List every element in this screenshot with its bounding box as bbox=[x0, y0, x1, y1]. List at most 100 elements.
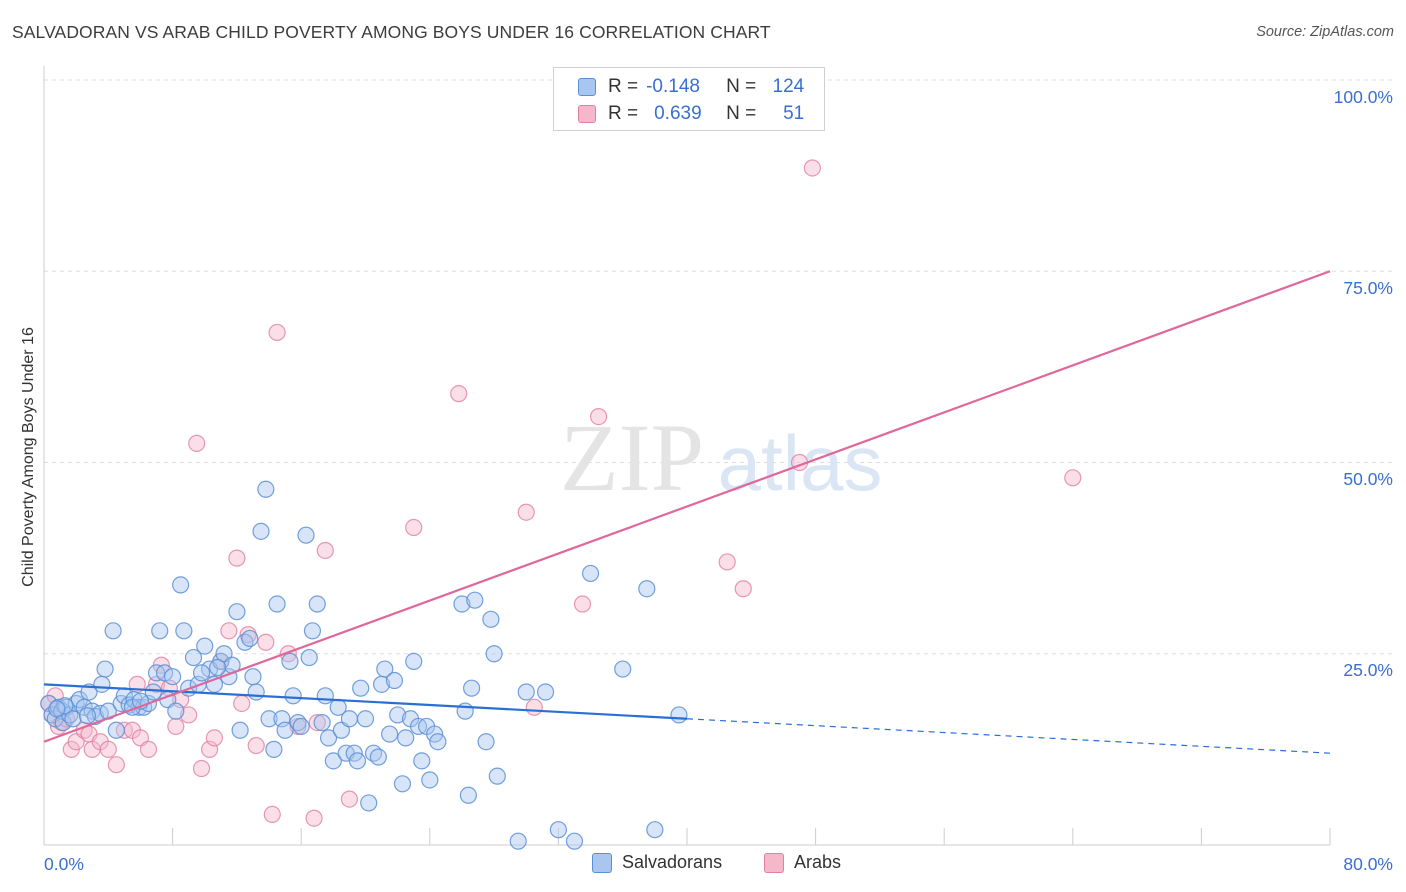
salvadoran-point bbox=[268, 595, 286, 613]
salvadoran-point bbox=[485, 645, 503, 663]
arab-point bbox=[99, 740, 117, 758]
salvadoran-point bbox=[281, 652, 299, 671]
salvadoran-point bbox=[453, 595, 471, 613]
arab-point bbox=[167, 717, 185, 736]
salvadoran-point bbox=[536, 683, 555, 701]
arab-point bbox=[525, 698, 543, 716]
salvadoran-point bbox=[175, 622, 193, 640]
source-label: Source: ZipAtlas.com bbox=[1256, 24, 1394, 40]
salvadoran-point bbox=[107, 721, 125, 739]
legend-r-value: 0.639 bbox=[654, 103, 702, 124]
arab-point bbox=[734, 580, 752, 598]
arab-point bbox=[228, 549, 246, 567]
arab-point bbox=[247, 736, 265, 755]
salvadoran-point bbox=[482, 610, 500, 628]
salvadoran-point bbox=[462, 679, 481, 697]
arab-point bbox=[268, 323, 286, 342]
salvadoran-point bbox=[477, 733, 495, 751]
legend-swatch-blue bbox=[578, 78, 596, 96]
arab-point bbox=[405, 518, 423, 537]
x-tick-label: 0.0% bbox=[44, 854, 84, 874]
y-tick-label: 75.0% bbox=[1343, 278, 1393, 298]
y-tick-label: 100.0% bbox=[1334, 87, 1393, 107]
salvadoran-point bbox=[405, 652, 423, 671]
arab-point bbox=[257, 633, 275, 651]
salvadoran-point bbox=[241, 629, 259, 648]
legend-n-value: 124 bbox=[772, 76, 805, 97]
salvadoran-point bbox=[308, 595, 326, 613]
grid-lines bbox=[44, 79, 1392, 655]
salvadoran-point bbox=[196, 637, 214, 655]
salvadoran-point bbox=[96, 660, 114, 678]
legend-row-arabs: R = 0.639 N = 51 bbox=[578, 102, 804, 126]
salvadoran-point bbox=[209, 658, 227, 677]
arab-point bbox=[308, 713, 326, 732]
y-axis-label: Child Poverty Among Boys Under 16 bbox=[20, 327, 37, 587]
salvadoran-point bbox=[381, 725, 399, 743]
arab-point bbox=[718, 553, 736, 571]
salvadoran-point bbox=[303, 622, 322, 640]
salvadorans-points bbox=[40, 480, 688, 850]
watermark: ZIP atlas bbox=[560, 404, 882, 511]
arab-point bbox=[192, 759, 211, 778]
legend-swatch-pink bbox=[578, 105, 596, 123]
salvadoran-point bbox=[104, 622, 122, 640]
watermark-zip: ZIP bbox=[560, 404, 704, 511]
legend-r-label: R = bbox=[608, 76, 639, 97]
salvadoran-point bbox=[144, 683, 162, 701]
salvadoran-point bbox=[319, 729, 338, 747]
arab-point bbox=[220, 622, 238, 640]
arab-point bbox=[205, 729, 223, 747]
watermark-atlas: atlas bbox=[718, 419, 883, 507]
salvadoran-point bbox=[638, 580, 656, 598]
legend-n-value: 51 bbox=[783, 103, 805, 124]
salvadoran-point bbox=[192, 664, 211, 682]
salvadoran-point bbox=[167, 702, 185, 720]
arab-point bbox=[180, 706, 198, 724]
legend-item-arabs: Arabs bbox=[764, 852, 841, 873]
salvadoran-point bbox=[581, 564, 600, 583]
arab-point bbox=[233, 694, 251, 713]
arab-point bbox=[1064, 469, 1082, 487]
salvadoran-point bbox=[265, 740, 283, 758]
arabs-swatch bbox=[764, 852, 784, 873]
arabs-label: Arabs bbox=[794, 852, 842, 872]
salvadoran-point bbox=[421, 771, 439, 789]
salvadoran-point bbox=[184, 648, 203, 667]
salvadoran-point bbox=[172, 576, 190, 594]
salvadoran-point bbox=[488, 767, 506, 785]
salvadoran-point bbox=[316, 687, 334, 705]
salvadoran-point bbox=[228, 603, 246, 621]
salvadoran-point bbox=[356, 710, 375, 728]
salvadoran-point bbox=[517, 683, 535, 701]
salvadoran-point bbox=[670, 706, 688, 724]
arab-point bbox=[188, 434, 206, 452]
salvadoran-point bbox=[247, 683, 265, 701]
salvadoran-point bbox=[509, 832, 527, 850]
salvadoran-point bbox=[164, 668, 182, 686]
x-tick-label: 80.0% bbox=[1343, 854, 1393, 874]
legend-r-value: -0.148 bbox=[646, 76, 700, 97]
salvadoran-point bbox=[549, 821, 568, 839]
y-tick-label: 25.0% bbox=[1343, 660, 1393, 680]
salvadoran-point bbox=[397, 729, 415, 747]
arab-point bbox=[107, 756, 125, 774]
y-tick-label: 50.0% bbox=[1343, 469, 1393, 489]
salvadoran-point bbox=[614, 660, 632, 678]
legend-item-salvadorans: Salvadorans bbox=[592, 852, 722, 873]
chart-title: SALVADORAN VS ARAB CHILD POVERTY AMONG B… bbox=[12, 22, 771, 42]
salvadoran-point bbox=[389, 706, 407, 724]
salvadoran-point bbox=[565, 832, 584, 850]
arab-point bbox=[517, 503, 535, 521]
arab-point bbox=[803, 159, 821, 177]
arab-point bbox=[450, 385, 468, 403]
salvadoran-point bbox=[393, 775, 412, 793]
salvadoran-point bbox=[276, 721, 294, 739]
salvadoran-point bbox=[385, 671, 404, 690]
salvadoran-point bbox=[244, 668, 262, 686]
salvadoran-point bbox=[324, 752, 342, 770]
salvadoran-point bbox=[352, 679, 370, 697]
salvadoran-point bbox=[231, 721, 249, 739]
salvadoran-point bbox=[360, 794, 378, 812]
